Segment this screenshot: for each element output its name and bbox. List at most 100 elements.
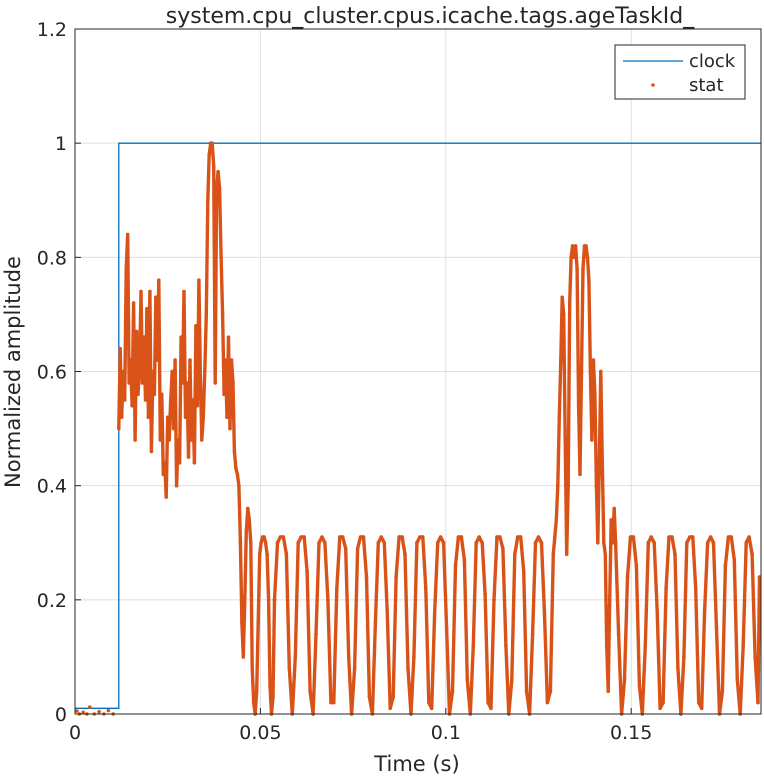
series-stat-point bbox=[438, 535, 443, 539]
series-stat-point bbox=[271, 695, 275, 699]
series-stat-point bbox=[400, 535, 404, 539]
series-stat-point bbox=[553, 535, 557, 539]
series-stat-point bbox=[329, 700, 333, 705]
series-stat-point bbox=[185, 381, 189, 385]
series-stat-point bbox=[299, 535, 304, 539]
series-stat-point bbox=[263, 541, 268, 545]
series-stat-point bbox=[726, 535, 731, 539]
y-tick-label: 0.8 bbox=[37, 247, 67, 269]
series-stat-point bbox=[693, 586, 698, 591]
series-stat-point bbox=[696, 700, 701, 705]
series-stat-point bbox=[575, 267, 579, 271]
series-stat-point bbox=[201, 415, 206, 420]
series-stat-point bbox=[284, 552, 289, 556]
series-stat-point bbox=[515, 535, 520, 539]
series-stat-point bbox=[335, 586, 339, 591]
series-stat-point bbox=[602, 541, 606, 545]
series-stat-point bbox=[254, 689, 259, 693]
series-stat-point bbox=[257, 552, 262, 556]
series-stat-point bbox=[220, 312, 225, 317]
series-stat-point bbox=[456, 535, 461, 539]
series-stat-point bbox=[379, 535, 384, 539]
series-stat-point bbox=[314, 632, 318, 636]
y-tick-label: 0 bbox=[55, 704, 67, 726]
series-stat-point bbox=[649, 535, 653, 539]
series-stat-point bbox=[539, 541, 544, 545]
series-stat-point bbox=[262, 535, 266, 539]
chart-title: system.cpu_cluster.cpus.icache.tags.ageT… bbox=[166, 4, 695, 29]
series-stat-point bbox=[533, 541, 538, 545]
series-stat-point bbox=[702, 609, 707, 614]
series-stat-point bbox=[524, 689, 529, 693]
series-stat-point bbox=[81, 710, 85, 715]
series-stat-point bbox=[373, 620, 378, 625]
series-stat-point bbox=[170, 369, 174, 374]
series-stat-point bbox=[625, 575, 630, 579]
series-stat-point bbox=[168, 398, 173, 402]
series-stat-point bbox=[192, 461, 197, 465]
series-stat-point bbox=[708, 535, 713, 539]
series-stat-point bbox=[567, 301, 572, 305]
series-stat-point bbox=[188, 358, 192, 362]
series-stat-point bbox=[729, 535, 734, 539]
series-stat-point bbox=[652, 541, 656, 545]
series-stat-point bbox=[600, 461, 605, 465]
series-stat-point bbox=[569, 255, 573, 260]
series-stat-point bbox=[682, 655, 686, 659]
series-stat-point bbox=[323, 541, 327, 545]
legend-stat-swatch bbox=[651, 83, 655, 87]
series-stat-point bbox=[124, 267, 128, 271]
series-stat-point bbox=[670, 535, 674, 539]
series-stat-point bbox=[418, 535, 422, 539]
series-stat-point bbox=[429, 706, 434, 711]
series-stat-point bbox=[358, 535, 363, 539]
series-stat-point bbox=[391, 695, 396, 699]
series-stat-point bbox=[667, 535, 671, 539]
series-stat-point bbox=[174, 483, 179, 488]
series-stat-point bbox=[637, 683, 642, 688]
series-stat-point bbox=[244, 529, 249, 534]
series-stat-point bbox=[501, 546, 505, 551]
series-stat-point bbox=[607, 598, 612, 602]
series-stat-point bbox=[204, 312, 209, 317]
series-stat-point bbox=[183, 415, 188, 420]
series-stat-point bbox=[182, 289, 186, 294]
series-stat-point bbox=[179, 335, 183, 340]
series-stat-point bbox=[720, 689, 725, 693]
series-stat-trace bbox=[117, 141, 277, 716]
series-stat-point bbox=[211, 164, 216, 168]
series-stat-point bbox=[302, 535, 307, 539]
series-stat-point bbox=[545, 700, 550, 705]
series-stat-point bbox=[200, 438, 204, 442]
series-stat-point bbox=[723, 563, 728, 568]
series-stat-point bbox=[228, 426, 232, 431]
series-stat-point bbox=[557, 415, 562, 420]
series-stat-point bbox=[732, 558, 737, 562]
series-stat-point bbox=[581, 267, 585, 271]
series-stat-point bbox=[757, 575, 762, 579]
series-stat-point bbox=[235, 472, 240, 477]
series-stat-point bbox=[332, 700, 336, 705]
series-stat-point bbox=[572, 255, 576, 260]
series-stat-point bbox=[536, 535, 541, 539]
series-stat-point bbox=[259, 541, 263, 545]
series-stat-point bbox=[266, 598, 271, 602]
series-stat-point bbox=[217, 187, 222, 191]
series-stat-point bbox=[238, 541, 243, 545]
series-stat-point bbox=[628, 535, 633, 539]
series-stat-point bbox=[631, 535, 636, 539]
series-stat-point bbox=[593, 392, 597, 397]
series-stat-point bbox=[530, 632, 535, 636]
series-stat-point bbox=[616, 632, 621, 636]
series-stat-point bbox=[646, 541, 651, 545]
series-stat-trace bbox=[613, 535, 762, 716]
series-stat-point bbox=[564, 552, 569, 556]
x-tick-label: 0 bbox=[69, 722, 81, 744]
series-stat-point bbox=[361, 535, 366, 539]
series-stat-point bbox=[521, 569, 526, 574]
series-stat-point bbox=[251, 700, 256, 705]
series-stat-point bbox=[382, 541, 387, 545]
series-stat-point bbox=[570, 244, 575, 248]
series-stat-point bbox=[281, 535, 286, 539]
